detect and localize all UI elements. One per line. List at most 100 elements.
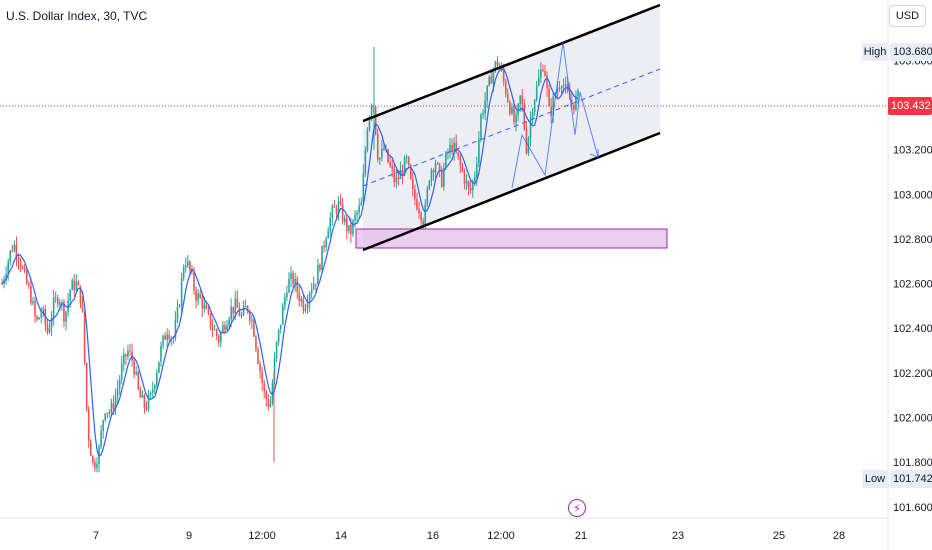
- candle-body: [92, 455, 94, 462]
- candle-body: [23, 267, 26, 272]
- candle-body: [362, 173, 365, 203]
- price-tick-label: 102.600: [893, 279, 932, 291]
- last-price-tag: 103.432: [888, 97, 932, 115]
- candle-body: [147, 395, 150, 409]
- candle-body: [34, 301, 36, 317]
- candle-body: [350, 224, 352, 235]
- candle-body: [158, 361, 160, 373]
- candle-body: [449, 144, 451, 153]
- candle-body: [1, 283, 3, 285]
- candle-body: [191, 270, 193, 272]
- candle-body: [236, 298, 239, 308]
- candle-body: [571, 99, 573, 105]
- candle-body: [459, 156, 462, 166]
- candle-body: [304, 308, 307, 311]
- candle-body: [381, 148, 383, 158]
- candle-body: [457, 152, 460, 157]
- candle-body: [552, 96, 555, 116]
- high-label: High: [862, 43, 888, 61]
- candle-body: [108, 412, 111, 414]
- candle-body: [246, 306, 249, 312]
- candle-body: [106, 412, 109, 414]
- channel-lower-line[interactable]: [362, 131, 661, 252]
- candle-body: [213, 329, 216, 331]
- candle-body: [420, 213, 422, 221]
- demand-zone[interactable]: [355, 228, 668, 249]
- candle-body: [275, 342, 278, 359]
- candle-body: [153, 385, 156, 390]
- candle-body: [89, 440, 92, 456]
- candle-body: [348, 224, 350, 232]
- candle-body: [436, 163, 439, 165]
- candle-body: [265, 391, 268, 400]
- candle-body: [327, 231, 329, 239]
- candle-body: [61, 302, 63, 304]
- event-bolt-icon[interactable]: ⚡: [568, 499, 586, 517]
- candle-body: [201, 298, 204, 309]
- candle-body: [65, 311, 67, 322]
- candle-body: [114, 396, 117, 410]
- candle-body: [59, 302, 61, 305]
- candle-body: [368, 116, 371, 131]
- candle-body: [277, 329, 280, 343]
- candle-body: [486, 85, 488, 101]
- high-value: 103.680: [890, 43, 932, 61]
- candle-body: [15, 244, 18, 258]
- candle-body: [160, 345, 162, 362]
- candle-body: [271, 382, 274, 404]
- candle-body: [529, 119, 532, 139]
- candle-body: [199, 293, 201, 299]
- candle-body: [253, 319, 255, 337]
- candle-body: [234, 298, 237, 314]
- candle-body: [397, 177, 400, 180]
- candle-body: [28, 283, 30, 286]
- candle-body: [116, 388, 119, 397]
- candle-body: [259, 363, 261, 372]
- candle-body: [67, 300, 69, 312]
- channel-upper-line[interactable]: [362, 3, 661, 123]
- candle-body: [156, 372, 158, 386]
- candle-body: [577, 90, 579, 97]
- candle-body: [540, 69, 542, 78]
- candle-body: [573, 104, 575, 110]
- time-tick-label: 14: [335, 530, 347, 542]
- candle-body: [240, 314, 243, 316]
- candle-body: [463, 171, 466, 184]
- candle-body: [129, 350, 131, 352]
- time-tick-label: 16: [427, 530, 439, 542]
- candle-body: [492, 70, 495, 84]
- candle-body: [269, 403, 272, 407]
- candle-body: [502, 69, 505, 82]
- candles-group: [1, 46, 579, 473]
- candle-body: [337, 201, 340, 214]
- candle-body: [54, 297, 57, 299]
- candle-body: [321, 245, 323, 270]
- candle-body: [376, 133, 379, 160]
- price-tick-label: 101.600: [893, 502, 932, 514]
- candle-body: [345, 217, 348, 232]
- time-tick-label: 9: [186, 530, 192, 542]
- candle-body: [279, 324, 282, 330]
- price-axis[interactable]: 103.600103.400103.200103.000102.800102.6…: [893, 55, 932, 514]
- candle-body: [354, 215, 356, 221]
- candle-body: [315, 283, 317, 285]
- candle-body: [412, 178, 414, 190]
- time-axis[interactable]: 7 9 12:00 14 16 12:00 21 23 25 28: [93, 530, 845, 542]
- candle-body: [21, 267, 24, 269]
- candle-body: [284, 297, 286, 306]
- candle-body: [168, 334, 171, 340]
- candle-body: [558, 87, 561, 90]
- candle-body: [364, 150, 367, 174]
- projection-path[interactable]: [511, 41, 599, 189]
- candle-body: [523, 103, 526, 129]
- candle-body: [511, 107, 513, 114]
- candle-body: [267, 399, 270, 407]
- candle-body: [507, 94, 509, 102]
- candle-body: [71, 280, 73, 291]
- channel-fill[interactable]: [363, 5, 660, 250]
- currency-button[interactable]: USD: [889, 5, 926, 27]
- candle-body: [217, 336, 220, 343]
- candle-body: [496, 61, 499, 65]
- candle-body: [537, 77, 540, 86]
